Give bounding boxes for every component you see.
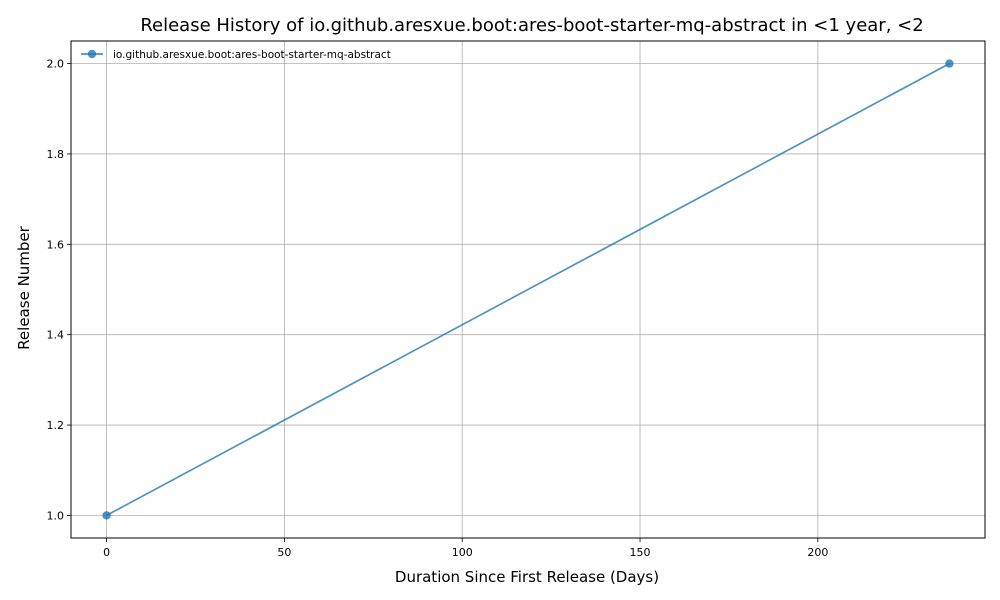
series-layer — [102, 59, 954, 520]
grid — [71, 41, 985, 538]
y-tick-label: 1.2 — [47, 419, 65, 432]
data-point — [945, 59, 954, 68]
plot-frame — [70, 40, 986, 539]
chart-title: Release History of io.github.aresxue.boo… — [140, 15, 923, 36]
y-axis-ticks: 1.0 1.2 1.4 1.6 1.8 2.0 — [47, 58, 71, 522]
legend-label: io.github.aresxue.boot:ares-boot-starter… — [113, 49, 391, 61]
y-tick-label: 1.4 — [47, 329, 65, 342]
x-tick-label: 0 — [103, 546, 110, 559]
data-point — [102, 511, 111, 520]
x-tick-label: 100 — [452, 546, 473, 559]
series-line — [106, 62, 950, 517]
y-axis-label: Release Number — [15, 225, 33, 349]
x-tick-label: 200 — [807, 546, 828, 559]
x-tick-label: 150 — [630, 546, 651, 559]
legend: io.github.aresxue.boot:ares-boot-starter… — [81, 49, 391, 61]
x-tick-label: 50 — [277, 546, 291, 559]
x-axis-label: Duration Since First Release (Days) — [395, 568, 659, 586]
y-tick-label: 1.0 — [47, 509, 65, 522]
y-tick-label: 1.6 — [47, 238, 65, 251]
y-tick-label: 1.8 — [47, 148, 65, 161]
legend-marker — [87, 49, 97, 59]
y-tick-label: 2.0 — [47, 58, 65, 71]
x-axis-ticks: 0 50 100 150 200 — [103, 538, 828, 559]
